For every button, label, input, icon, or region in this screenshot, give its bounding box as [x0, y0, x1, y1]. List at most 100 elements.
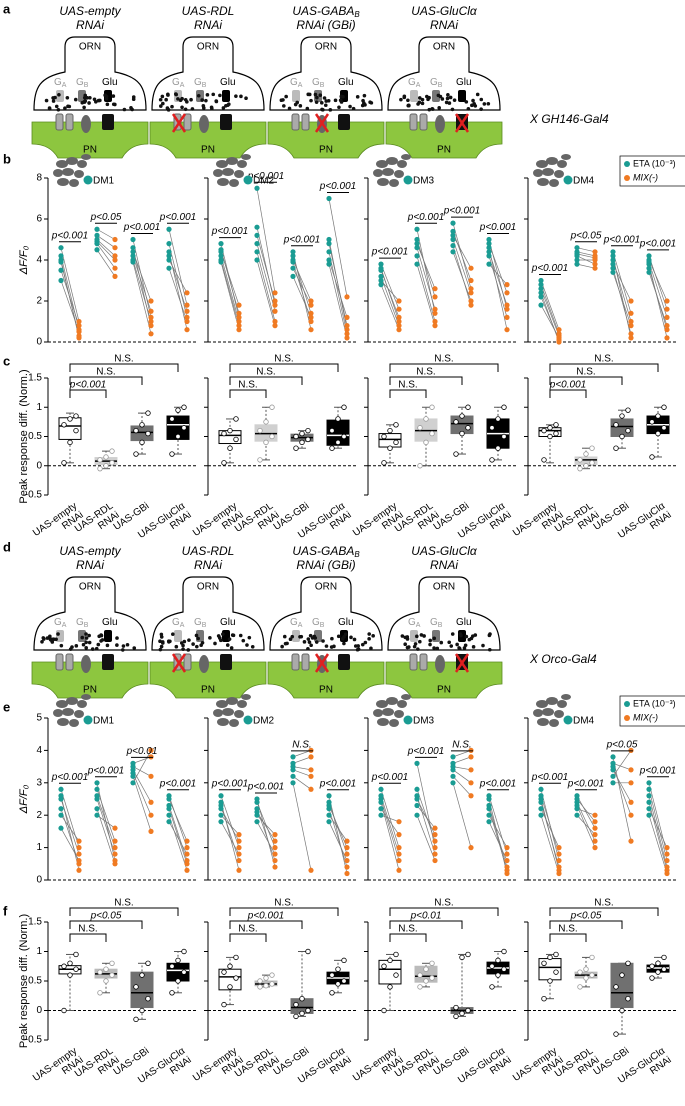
eta-point — [450, 232, 456, 238]
glomerulus-map — [549, 179, 559, 187]
eta-point — [414, 261, 420, 267]
vesicle — [96, 642, 101, 647]
glomerulus-map — [53, 169, 63, 177]
pair-line — [168, 808, 188, 864]
genotype-line: UAS-RDL — [182, 4, 235, 18]
vesicle — [413, 642, 418, 646]
y-tick-label: 0 — [36, 337, 42, 348]
mix-point — [112, 273, 118, 279]
pair-line — [380, 268, 400, 322]
pair-line — [220, 251, 240, 306]
data-point — [429, 430, 435, 437]
comparison-bracket — [549, 389, 587, 398]
pair-line — [540, 802, 560, 868]
mix-point — [556, 870, 562, 877]
y-tick-label: 2 — [36, 810, 42, 821]
receptor-name: G — [172, 77, 180, 88]
y-tick-label: 2 — [36, 296, 42, 307]
vesicle — [87, 633, 91, 638]
data-point — [97, 969, 103, 975]
vesicle — [419, 633, 424, 637]
data-point — [175, 957, 181, 964]
pn-label: PN — [201, 145, 215, 156]
mix-point — [76, 323, 82, 329]
pn-dendrite — [267, 661, 385, 699]
receptor-name: G — [290, 617, 298, 628]
vesicle — [125, 642, 130, 647]
orn-label: ORN — [315, 42, 337, 53]
vesicle — [341, 94, 345, 99]
vesicle — [132, 646, 137, 650]
mix-point — [592, 832, 598, 838]
pair-line — [380, 263, 400, 310]
eta-point — [414, 226, 420, 232]
y-tick-label: 0 — [36, 460, 42, 471]
vesicle — [234, 94, 238, 98]
vesicle — [363, 640, 368, 645]
pair-line — [540, 284, 560, 334]
eta-point — [254, 241, 260, 247]
vesicle — [287, 106, 292, 111]
pair-line — [540, 304, 560, 339]
vesicle — [432, 646, 436, 650]
mix-point — [308, 754, 314, 760]
data-point — [61, 422, 67, 428]
p-value: p<0.001 — [283, 234, 320, 245]
vesicle — [219, 638, 223, 643]
receptor-name: Glu — [338, 77, 354, 88]
data-point — [429, 960, 435, 966]
pn-receptor — [220, 654, 232, 670]
eta-point — [326, 257, 332, 263]
mix-point — [236, 857, 242, 864]
comparison-label: N.S. — [114, 898, 133, 909]
data-point — [619, 1007, 625, 1014]
p-value: p<0.001 — [479, 778, 516, 789]
data-point — [589, 445, 595, 451]
data-point — [649, 963, 655, 969]
mix-point — [272, 290, 278, 296]
data-point — [263, 975, 269, 981]
genotype-line: RNAi — [430, 18, 458, 32]
data-point — [501, 948, 507, 955]
data-point — [263, 439, 269, 446]
genotype-line: UAS-empty — [59, 544, 121, 558]
comparison-bracket — [389, 363, 499, 372]
glomerulus-highlight — [83, 175, 93, 185]
data-point — [655, 413, 661, 419]
mix-point — [272, 302, 278, 308]
pair-line — [612, 763, 632, 771]
genotype-line: UAS-GABA — [292, 544, 354, 558]
eta-point — [290, 257, 296, 263]
receptor-label: GB — [430, 617, 443, 629]
vesicle — [213, 641, 217, 646]
mix-point — [628, 310, 634, 316]
mix-point — [272, 832, 278, 838]
legend-swatch — [624, 715, 630, 721]
glomerulus-map — [56, 160, 68, 168]
mix-point — [184, 314, 190, 320]
vesicle — [360, 642, 365, 647]
eta-point — [610, 754, 616, 760]
data-point — [257, 978, 263, 984]
comparison-bracket — [69, 389, 107, 398]
receptor-sub: B — [202, 82, 207, 89]
mix-point — [344, 838, 350, 844]
pair-line — [220, 243, 240, 318]
vesicle — [426, 97, 430, 102]
pair-line — [132, 756, 152, 764]
data-point — [547, 954, 553, 961]
mix-point — [396, 851, 402, 857]
pair-line — [648, 802, 668, 871]
vesicle — [183, 97, 188, 102]
pair-line — [540, 280, 560, 330]
y-tick-label: 1 — [36, 946, 42, 957]
glomerulus-map — [66, 697, 78, 705]
glomerulus-map — [229, 719, 239, 727]
data-point — [263, 983, 269, 989]
p-value: p<0.001 — [123, 222, 160, 233]
pair-line — [60, 247, 80, 322]
pair-line — [292, 259, 312, 302]
genotype-line: RNAi — [76, 558, 104, 572]
pair-line — [452, 766, 472, 771]
pn-receptor — [81, 115, 91, 133]
